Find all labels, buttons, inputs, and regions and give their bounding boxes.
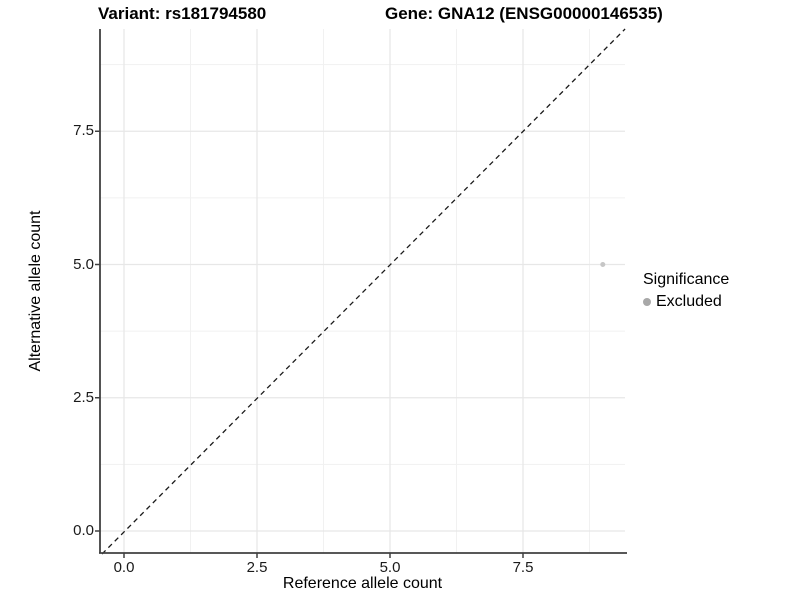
gene-title: Gene: GNA12 (ENSG00000146535) — [385, 4, 663, 23]
x-axis-title: Reference allele count — [282, 575, 443, 592]
minor-gridlines — [100, 29, 625, 553]
x-tick-label-2: 5.0 — [379, 559, 401, 576]
data-points — [600, 262, 606, 267]
legend-title: Significance — [643, 271, 730, 288]
identity-reference-line — [101, 28, 626, 555]
legend: Significance Excluded — [643, 271, 729, 311]
y-axis-tick-marks — [95, 130, 100, 532]
y-tick-label-0: 0.0 — [73, 522, 94, 539]
major-gridlines — [100, 29, 625, 553]
y-tick-label-3: 7.5 — [73, 122, 94, 139]
excluded-point-icon — [643, 298, 651, 306]
legend-item-label: Excluded — [656, 293, 722, 310]
x-tick-label-0: 0.0 — [113, 559, 135, 576]
y-tick-label-1: 2.5 — [73, 389, 94, 406]
variant-title: Variant: rs181794580 — [98, 4, 267, 23]
reference-line-y-equals-x — [101, 28, 626, 555]
x-tick-label-1: 2.5 — [246, 559, 268, 576]
x-tick-label-3: 7.5 — [512, 559, 534, 576]
data-point — [600, 262, 606, 267]
y-axis-title: Alternative allele count — [27, 210, 44, 372]
x-axis-tick-marks — [123, 553, 524, 558]
legend-item-excluded: Excluded — [643, 293, 729, 311]
y-tick-label-2: 5.0 — [73, 256, 94, 273]
